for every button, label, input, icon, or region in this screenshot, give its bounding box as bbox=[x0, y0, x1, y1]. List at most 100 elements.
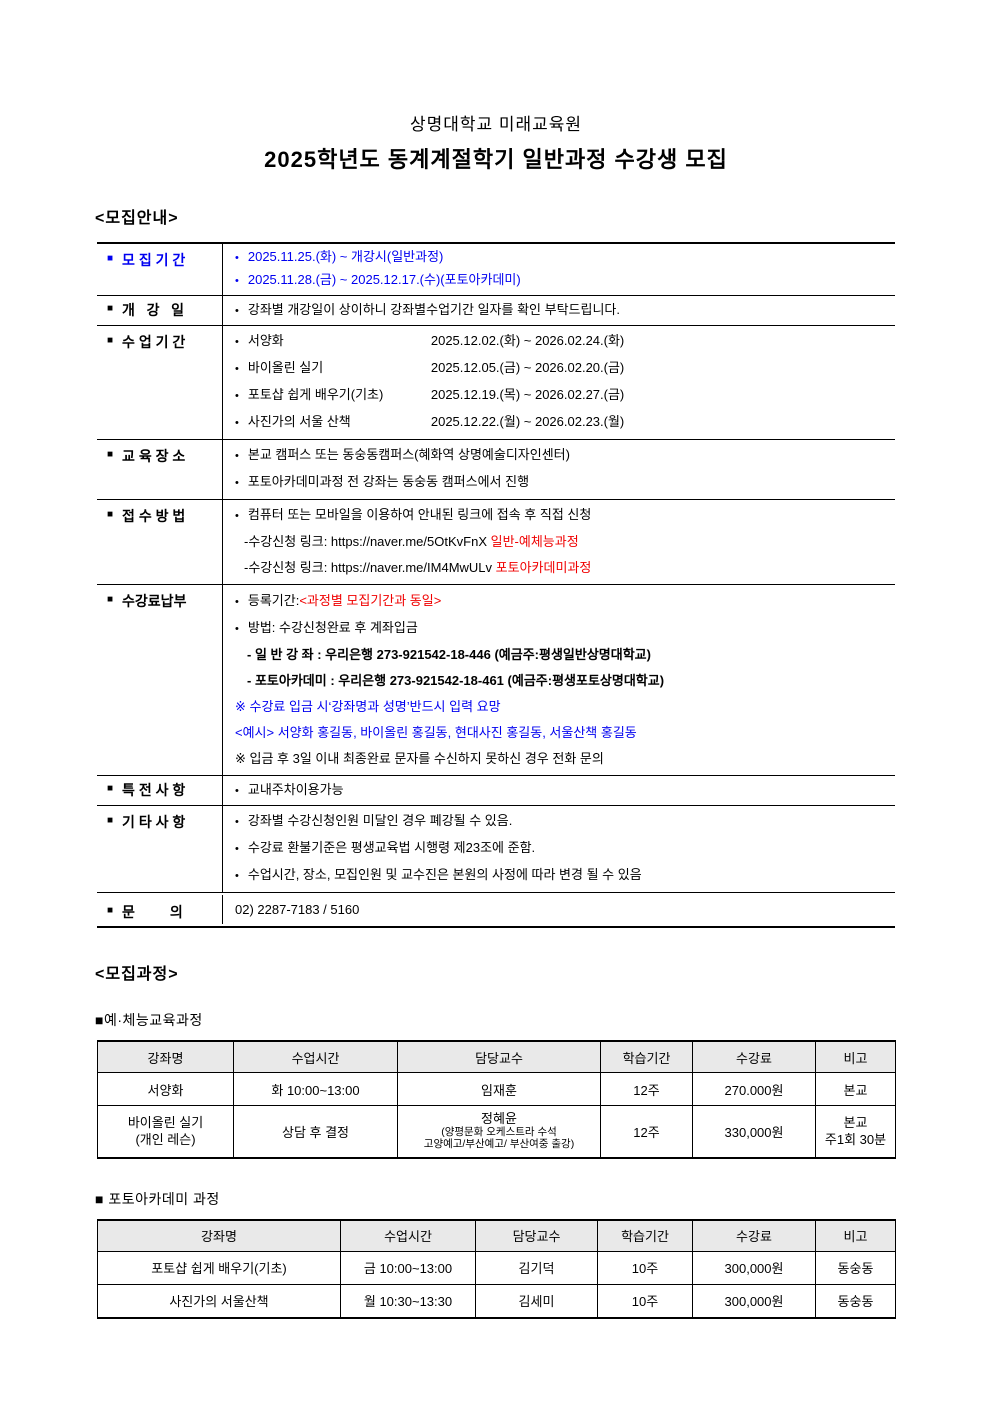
col-header-class-time: 수업시간 bbox=[233, 1040, 398, 1073]
art-course-table: 강좌명 수업시간 담당교수 학습기간 수강료 비고 서양화 화 10:00~13… bbox=[97, 1040, 896, 1159]
class-period-item: • 포토샵 쉽게 배우기(기초) 2025.12.19.(목) ~ 2026.02.… bbox=[235, 382, 889, 409]
cell-duration: 10주 bbox=[597, 1283, 693, 1318]
location-item: • 본교 캠퍼스 또는 동숭동캠퍼스(혜화역 상명예술디자인센터) bbox=[235, 442, 889, 469]
table-row: 서양화 화 10:00~13:00 임재훈 12주 270.000원 본교 bbox=[97, 1072, 896, 1106]
payment-note: ※ 수강료 입금 시‘강좌명과 성명’반드시 입력 요망 bbox=[235, 699, 501, 714]
art-table-header-row: 강좌명 수업시간 담당교수 학습기간 수강료 비고 bbox=[97, 1040, 896, 1073]
cell-class-time: 화 10:00~13:00 bbox=[233, 1072, 398, 1106]
table-row-recruit-period: ■ 모 집 기 간 • 2025.11.25.(화) ~ 개강시(일반과정) • 20… bbox=[97, 244, 895, 296]
row-label-recruit-period: ■ 모 집 기 간 bbox=[97, 244, 223, 295]
col-header-fee: 수강료 bbox=[692, 1219, 816, 1252]
row-label-class-period: ■ 수 업 기 간 bbox=[97, 326, 223, 439]
payment-method: • 방법: 수강신청완료 후 계좌입금 bbox=[235, 615, 889, 642]
square-bullet-icon: ■ bbox=[107, 335, 114, 346]
square-bullet-icon: ■ bbox=[107, 783, 114, 794]
bullet-icon: • bbox=[235, 450, 239, 462]
cell-fee: 300,000원 bbox=[692, 1283, 816, 1318]
col-header-course-name: 강좌명 bbox=[97, 1219, 341, 1252]
bullet-icon: • bbox=[235, 816, 239, 828]
section-label-recruit-info: <모집안내> bbox=[95, 210, 179, 227]
table-row-contact: ■ 문 의 02) 2287-7183 / 5160 bbox=[97, 893, 895, 926]
payment-example: <예시> 서양화 홍길동, 바이올린 홍길동, 현대사진 홍길동, 서울산책 홍… bbox=[235, 725, 637, 740]
bullet-icon: • bbox=[235, 785, 239, 797]
table-row-application: ■ 접 수 방 법 • 컴퓨터 또는 모바일을 이용하여 안내된 링크에 접속 후 … bbox=[97, 500, 895, 585]
cell-teacher: 김세미 bbox=[475, 1283, 598, 1318]
payment-account: - 일 반 강 좌 : 우리은행 273-921542-18-446 (예금주:… bbox=[247, 647, 651, 662]
bullet-icon: • bbox=[235, 417, 239, 429]
bullet-icon: • bbox=[235, 510, 239, 522]
class-period-item: • 바이올린 실기 2025.12.05.(금) ~ 2026.02.20.(금) bbox=[235, 355, 889, 382]
class-period-item: • 서양화 2025.12.02.(화) ~ 2026.02.24.(화) bbox=[235, 328, 889, 355]
bullet-icon: • bbox=[235, 843, 239, 855]
payment-note: ※ 입금 후 3일 이내 최종완료 문자를 수신하지 못하신 경우 전화 문의 bbox=[235, 751, 604, 766]
payment-registration-highlight: <과정별 모집기간과 동일> bbox=[299, 593, 442, 608]
bullet-icon: • bbox=[235, 252, 239, 264]
col-header-fee: 수강료 bbox=[692, 1040, 816, 1073]
square-bullet-icon: ■ bbox=[107, 905, 114, 916]
cell-fee: 270.000원 bbox=[692, 1072, 816, 1106]
application-link: -수강신청 링크: https://naver.me/5OtKvFnX 일반-예… bbox=[244, 534, 579, 549]
col-header-class-time: 수업시간 bbox=[340, 1219, 476, 1252]
cell-course-name: 바이올린 실기 (개인 레슨) bbox=[97, 1105, 234, 1158]
organization-name: 상명대학교 미래교육원 bbox=[409, 115, 583, 134]
photo-course-table: 강좌명 수업시간 담당교수 학습기간 수강료 비고 포토샵 쉽게 배우기(기초)… bbox=[97, 1218, 896, 1319]
col-header-course-name: 강좌명 bbox=[97, 1040, 234, 1073]
recruit-info-table: ■ 모 집 기 간 • 2025.11.25.(화) ~ 개강시(일반과정) • 20… bbox=[97, 242, 895, 928]
payment-account: - 포토아카데미 : 우리은행 273-921542-18-461 (예금주:평… bbox=[247, 673, 665, 688]
square-bullet-icon: ■ bbox=[107, 815, 114, 826]
etc-item: • 수업시간, 장소, 모집인원 및 교수진은 본원의 사정에 따라 변경 될 수… bbox=[235, 862, 889, 889]
table-row-benefit: ■ 특 전 사 항 • 교내주차이용가능 bbox=[97, 776, 895, 806]
cell-course-name: 사진가의 서울산책 bbox=[97, 1283, 341, 1318]
row-label-etc: ■ 기 타 사 항 bbox=[97, 806, 223, 892]
photo-table-header-row: 강좌명 수업시간 담당교수 학습기간 수강료 비고 bbox=[97, 1219, 896, 1252]
photo-course-heading: ■ 포토아카데미 과정 bbox=[95, 1190, 220, 1207]
cell-note: 동숭동 bbox=[815, 1250, 896, 1285]
bullet-icon: • bbox=[235, 363, 239, 375]
cell-note: 동숭동 bbox=[815, 1283, 896, 1318]
row-label-benefit: ■ 특 전 사 항 bbox=[97, 776, 223, 805]
location-item: • 포토아카데미과정 전 강좌는 동숭동 캠퍼스에서 진행 bbox=[235, 469, 889, 496]
col-header-note: 비고 bbox=[815, 1219, 896, 1252]
col-header-duration: 학습기간 bbox=[597, 1219, 693, 1252]
col-header-teacher: 담당교수 bbox=[475, 1219, 598, 1252]
cell-duration: 10주 bbox=[597, 1250, 693, 1285]
cell-duration: 12주 bbox=[600, 1105, 693, 1158]
cell-fee: 300,000원 bbox=[692, 1250, 816, 1285]
link-tag: 일반-예체능과정 bbox=[490, 534, 579, 549]
bullet-icon: • bbox=[235, 596, 239, 608]
square-bullet-icon: ■ bbox=[107, 509, 114, 520]
table-row-etc: ■ 기 타 사 항 • 강좌별 수강신청인원 미달인 경우 폐강될 수 있음. • 수… bbox=[97, 806, 895, 893]
cell-course-name: 서양화 bbox=[97, 1072, 234, 1106]
application-link: -수강신청 링크: https://naver.me/IM4MwULv 포토아카… bbox=[244, 560, 592, 575]
col-header-note: 비고 bbox=[815, 1040, 896, 1073]
cell-teacher: 김기덕 bbox=[475, 1250, 598, 1285]
section-label-recruit-course: <모집과정> bbox=[95, 966, 179, 983]
link-tag: 포토아카데미과정 bbox=[495, 560, 592, 575]
row-label-application: ■ 접 수 방 법 bbox=[97, 500, 223, 584]
cell-class-time: 금 10:00~13:00 bbox=[340, 1250, 476, 1285]
bullet-icon: • bbox=[235, 870, 239, 882]
payment-registration: • 등록기간: <과정별 모집기간과 동일> bbox=[235, 588, 889, 615]
row-label-payment: ■ 수강료납부 bbox=[97, 585, 223, 775]
table-row-class-period: ■ 수 업 기 간 • 서양화 2025.12.02.(화) ~ 2026.02.24… bbox=[97, 326, 895, 440]
table-row: 바이올린 실기 (개인 레슨) 상담 후 결정 정혜윤 (양평문화 오케스트라 수석… bbox=[97, 1105, 896, 1158]
page-title: 2025학년도 동계계절학기 일반과정 수강생 모집 bbox=[264, 147, 728, 172]
document-page: 상명대학교 미래교육원 2025학년도 동계계절학기 일반과정 수강생 모집 <… bbox=[95, 115, 896, 1319]
etc-item: • 강좌별 수강신청인원 미달인 경우 폐강될 수 있음. bbox=[235, 808, 889, 835]
cell-duration: 12주 bbox=[600, 1072, 693, 1106]
bullet-icon: • bbox=[235, 275, 239, 287]
etc-item: • 수강료 환불기준은 평생교육법 시행령 제23조에 준함. bbox=[235, 835, 889, 862]
square-bullet-icon: ■ bbox=[107, 594, 114, 605]
bullet-icon: • bbox=[235, 336, 239, 348]
table-row-payment: ■ 수강료납부 • 등록기간: <과정별 모집기간과 동일> • 방법: 수강신청완료… bbox=[97, 585, 895, 776]
row-label-contact: ■ 문 의 bbox=[97, 895, 223, 924]
col-header-duration: 학습기간 bbox=[600, 1040, 693, 1073]
square-bullet-icon: ■ bbox=[107, 253, 114, 264]
art-course-heading: ■예·체능교육과정 bbox=[95, 1012, 203, 1028]
bullet-icon: • bbox=[235, 623, 239, 635]
table-row-opening-day: ■ 개 강 일 • 강좌별 개강일이 상이하니 강좌별수업기간 일자를 확인 부탁드… bbox=[97, 296, 895, 326]
cell-teacher: 정혜윤 (양평문화 오케스트라 수석 고양예고/부산예고/ 부산여중 출강) bbox=[397, 1105, 601, 1158]
bullet-icon: • bbox=[235, 390, 239, 402]
recruit-period-item: • 2025.11.28.(금) ~ 2025.12.17.(수)(포토아카데미) bbox=[235, 269, 889, 292]
row-label-opening-day: ■ 개 강 일 bbox=[97, 296, 223, 325]
